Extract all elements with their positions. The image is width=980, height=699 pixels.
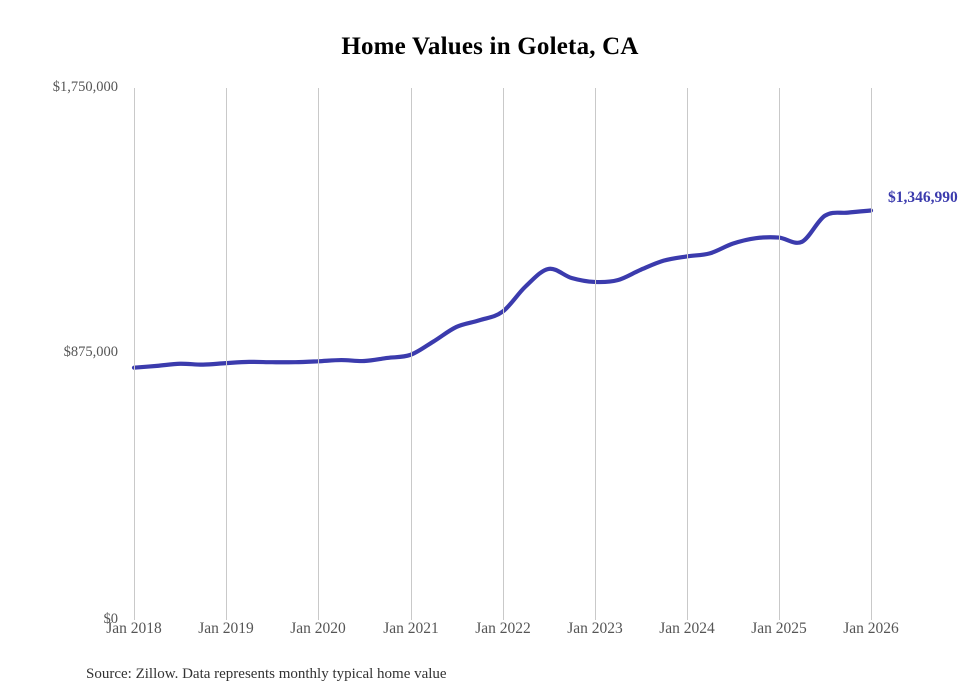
x-axis-tick-label: Jan 2020 bbox=[290, 620, 346, 637]
x-axis-tick-label: Jan 2019 bbox=[198, 620, 254, 637]
y-axis-tick-label: $0 bbox=[103, 611, 119, 627]
end-value-annotation: $1,346,990 bbox=[888, 189, 958, 206]
x-axis-tick-label: Jan 2024 bbox=[659, 620, 715, 637]
gridline bbox=[687, 88, 688, 620]
plot-area bbox=[126, 88, 906, 620]
source-note: Source: Zillow. Data represents monthly … bbox=[86, 666, 447, 682]
y-axis-tick-label: $1,750,000 bbox=[52, 79, 118, 95]
gridline bbox=[871, 88, 872, 620]
gridline bbox=[134, 88, 135, 620]
gridline bbox=[411, 88, 412, 620]
x-axis-tick-label: Jan 2018 bbox=[106, 620, 162, 637]
y-axis-tick-label: $875,000 bbox=[63, 344, 118, 360]
gridline bbox=[503, 88, 504, 620]
gridline bbox=[318, 88, 319, 620]
gridline bbox=[226, 88, 227, 620]
x-axis-tick-label: Jan 2023 bbox=[567, 620, 623, 637]
x-axis-tick-label: Jan 2025 bbox=[751, 620, 807, 637]
gridline bbox=[595, 88, 596, 620]
x-axis-tick-label: Jan 2022 bbox=[475, 620, 531, 637]
x-axis-tick-label: Jan 2021 bbox=[383, 620, 439, 637]
x-axis-tick-label: Jan 2026 bbox=[843, 620, 899, 637]
x-axis-tick-labels: Jan 2018 Jan 2019 Jan 2020 Jan 2021 Jan 2022… bbox=[0, 620, 980, 654]
home-value-line bbox=[131, 208, 874, 370]
page-title: Home Values in Goleta, CA bbox=[341, 33, 639, 60]
y-axis-tick-labels: $1,750,000 $875,000 $0 bbox=[0, 0, 118, 699]
gridline bbox=[779, 88, 780, 620]
home-value-line-series bbox=[131, 208, 874, 370]
